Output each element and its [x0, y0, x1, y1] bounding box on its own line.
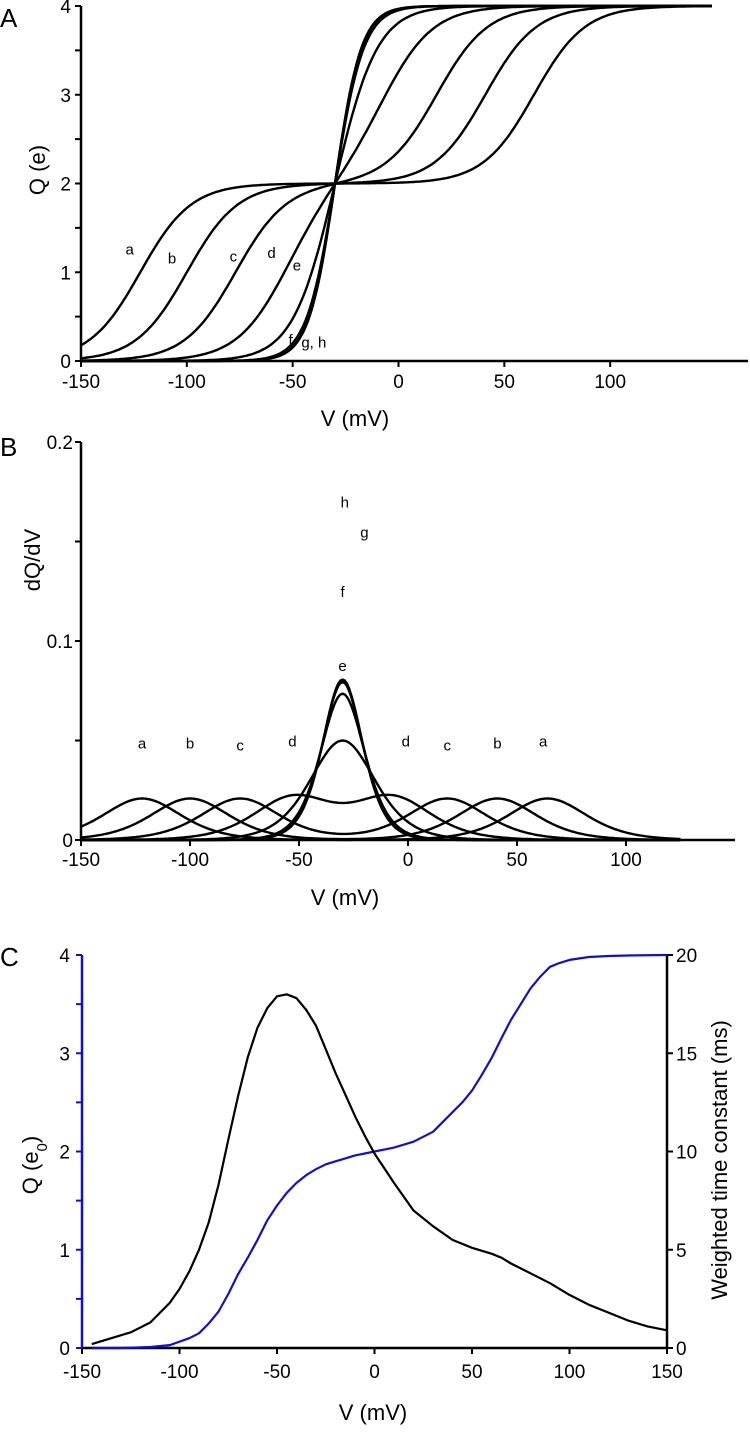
panel-a-curve-label: b [168, 250, 176, 267]
panel-b-curve-label: c [236, 737, 244, 754]
panel-a-curve-label: e [293, 257, 301, 274]
panel-b-curve-label: e [338, 658, 346, 675]
panel-c-y-tick-label-left: 1 [59, 1241, 70, 1262]
panel-c-x-tick-label: 50 [461, 1362, 482, 1383]
panel-b-curve-label: d [288, 733, 296, 750]
panel-a-y-tick-label: 4 [60, 0, 71, 18]
panel-c-y-tick-label-right: 5 [676, 1241, 687, 1262]
panel-b-x-tick-label: 50 [506, 850, 527, 871]
panel-b-chart: -150 -100 -50 0 50 100 0 0.1 0.2 a b c d d c b a hg f e [47, 433, 735, 871]
panel-a-curve-label: f [288, 332, 293, 349]
panel-a-curve-label: g, h [301, 335, 326, 352]
panel-b-x-tick-label: -50 [285, 850, 312, 871]
panel-c-charge-curve [91, 953, 668, 1350]
panel-b-curve-label: h [341, 495, 349, 512]
panel-b-curve-label: b [493, 735, 501, 752]
panel-b-curve-label: a [539, 733, 548, 750]
panel-a-y-tick-label: 2 [60, 175, 71, 196]
panel-c-x-tick-label: 150 [651, 1362, 683, 1383]
panel-a-curve-b [80, 4, 712, 360]
panel-c-x-tick-label: 100 [554, 1362, 586, 1383]
panel-b-curve-label: d [402, 733, 410, 750]
panel-c-y-tick-label-left: 0 [59, 1339, 70, 1360]
panel-a-curve-h [81, 4, 712, 363]
panel-a-curve-label: a [126, 242, 135, 259]
panel-letter-a: A [0, 3, 18, 33]
panel-c-y-tick-label-right: 10 [676, 1143, 697, 1164]
panel-b-xlabel: V (mV) [311, 885, 379, 910]
panel-c-y-tick-label-right: 20 [676, 946, 697, 967]
panel-b-curve-label: a [138, 735, 147, 752]
panel-a-curve-label: c [230, 249, 238, 266]
panel-a-x-tick-label: -100 [168, 372, 206, 393]
panel-c-x-tick-label: -100 [160, 1362, 198, 1383]
panel-b-ylabel: dQ/dV [20, 528, 45, 591]
panel-a-x-tick-label: -150 [62, 372, 100, 393]
panel-a-curve-a [80, 5, 712, 347]
panel-c-x-tick-label: -50 [263, 1362, 290, 1383]
panel-c-y-tick-label-right: 0 [676, 1339, 687, 1360]
panel-b-curve-e [81, 739, 681, 842]
panel-b-x-tick-label: -100 [171, 850, 209, 871]
panel-b-y-tick-label: 0.1 [47, 632, 73, 653]
panel-c-y-tick-label-right: 15 [676, 1044, 697, 1065]
panel-c-time-constant-curve [91, 993, 668, 1346]
panel-letter-c: C [0, 942, 19, 972]
panel-b-curve-label: b [186, 735, 194, 752]
panel-a-y-tick-label: 1 [60, 263, 71, 284]
panel-a-xlabel: V (mV) [321, 406, 389, 431]
panel-a-x-tick-label: -50 [279, 372, 306, 393]
panel-c-ylabel-left: Q (e0) [18, 1136, 51, 1194]
panel-b-curve-label: g [360, 525, 368, 542]
panel-b-x-tick-label: -150 [62, 850, 100, 871]
panel-c-x-tick-label: -150 [63, 1362, 101, 1383]
panel-a-x-tick-label: 0 [393, 372, 404, 393]
panel-a-x-tick-label: 50 [494, 372, 515, 393]
panel-a-ylabel: Q (e) [25, 145, 50, 195]
panel-b-curve-label: c [443, 737, 451, 754]
panel-c-xlabel: V (mV) [339, 1400, 407, 1425]
panel-a-y-tick-label: 3 [60, 86, 71, 107]
panel-b-y-tick-label: 0.2 [47, 433, 73, 454]
panel-b-curve-h [81, 678, 681, 842]
panel-a-x-tick-label: 100 [594, 372, 626, 393]
panel-b-curve-b [80, 797, 681, 841]
panel-b-y-tick-label: 0 [62, 831, 73, 852]
panel-a-chart: -150 -100 -50 0 50 100 0 1 2 3 4 a b c d e f g, h [60, 0, 748, 393]
panel-letter-b: B [0, 432, 17, 462]
panel-a-y-tick-label: 0 [60, 352, 71, 373]
panel-c-y-tick-label-left: 4 [59, 946, 70, 967]
panel-b-curve-a [80, 797, 681, 842]
panel-b-x-tick-label: 0 [403, 850, 414, 871]
panel-b-x-tick-label: 100 [610, 850, 642, 871]
panel-c-y-tick-label-left: 2 [59, 1143, 70, 1164]
panel-a-curve-label: d [267, 245, 275, 262]
panel-c-y-tick-label-left: 3 [59, 1044, 70, 1065]
panel-b-curve-label: f [341, 584, 346, 601]
panel-c-x-tick-label: 0 [369, 1362, 380, 1383]
panel-c-ylabel-right: Weighted time constant (ms) [707, 1020, 732, 1300]
